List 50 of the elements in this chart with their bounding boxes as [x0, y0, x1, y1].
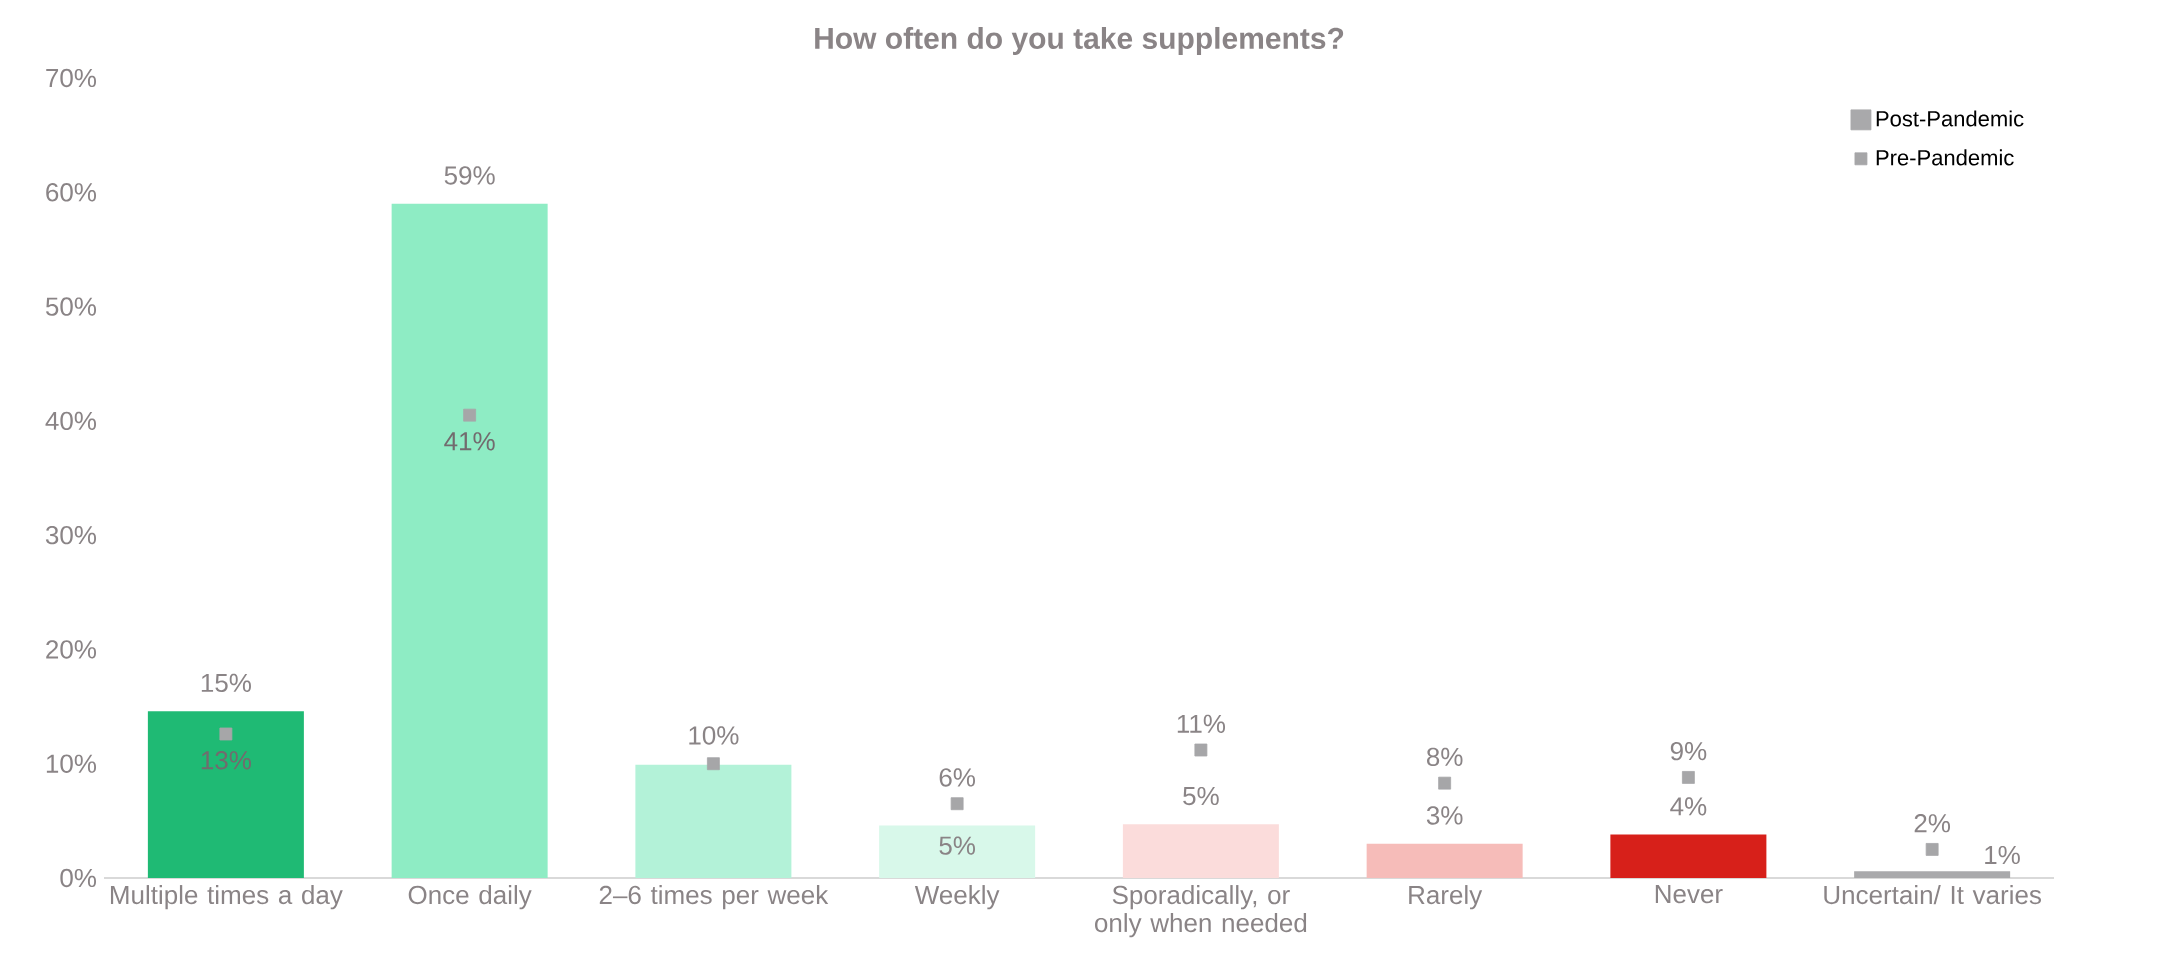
x-tick-label: Never: [1655, 885, 1723, 904]
chart-title: How often do you take supplements?: [815, 26, 1344, 55]
bar: [391, 203, 548, 878]
data-label: 9%: [1670, 741, 1707, 761]
legend-label: Post-Pandemic: [1876, 110, 2024, 127]
data-label: 1%: [1985, 845, 2020, 865]
x-tick-label: Multiple times a day: [110, 885, 343, 910]
bar: [1122, 824, 1279, 878]
y-tick-label: 30%: [45, 525, 97, 545]
bar: [635, 764, 792, 878]
data-label: 10%: [689, 726, 739, 745]
data-label: 5%: [1183, 786, 1219, 806]
bar: [1854, 871, 2011, 878]
point: [463, 408, 477, 422]
legend-label: Pre-Pandemic: [1876, 149, 2014, 166]
y-tick-label: 20%: [46, 640, 97, 659]
point: [950, 797, 964, 811]
data-label: 4%: [1670, 797, 1707, 816]
data-label: 3%: [1426, 806, 1463, 825]
y-tick-label: 60%: [46, 183, 97, 202]
point: [219, 727, 233, 741]
data-label: 5%: [939, 836, 976, 855]
y-tick-label: 0%: [60, 868, 97, 888]
x-tick-label: Uncertain/ It varies: [1824, 885, 2041, 905]
data-label: 2%: [1914, 814, 1951, 833]
data-label: 13%: [201, 751, 251, 770]
y-tick-label: 70%: [46, 68, 97, 88]
x-tick-label: Once daily: [408, 885, 532, 910]
data-label: 15%: [201, 673, 251, 693]
y-tick-label: 10%: [46, 754, 97, 773]
point: [706, 757, 720, 771]
y-tick-label: 40%: [45, 411, 97, 431]
x-tick-label: Sporadically, or only when needed: [1095, 885, 1307, 938]
bar: [1366, 843, 1523, 878]
data-label: 59%: [444, 166, 495, 185]
data-label: 6%: [939, 768, 976, 787]
data-label: 41%: [444, 432, 495, 451]
x-tick-label: Rarely: [1409, 885, 1483, 910]
data-label: 11%: [1177, 714, 1226, 733]
bar: [879, 825, 1036, 878]
data-label: 8%: [1426, 747, 1463, 767]
point: [1194, 743, 1208, 757]
x-tick-label: Weekly: [914, 885, 1000, 910]
bar: [147, 711, 304, 878]
point: [1681, 771, 1695, 784]
point: [1438, 776, 1452, 790]
x-tick-label: 2–6 times per week: [599, 885, 829, 910]
point: [1925, 843, 1939, 856]
bar: [1610, 834, 1767, 878]
y-tick-label: 50%: [45, 297, 97, 316]
